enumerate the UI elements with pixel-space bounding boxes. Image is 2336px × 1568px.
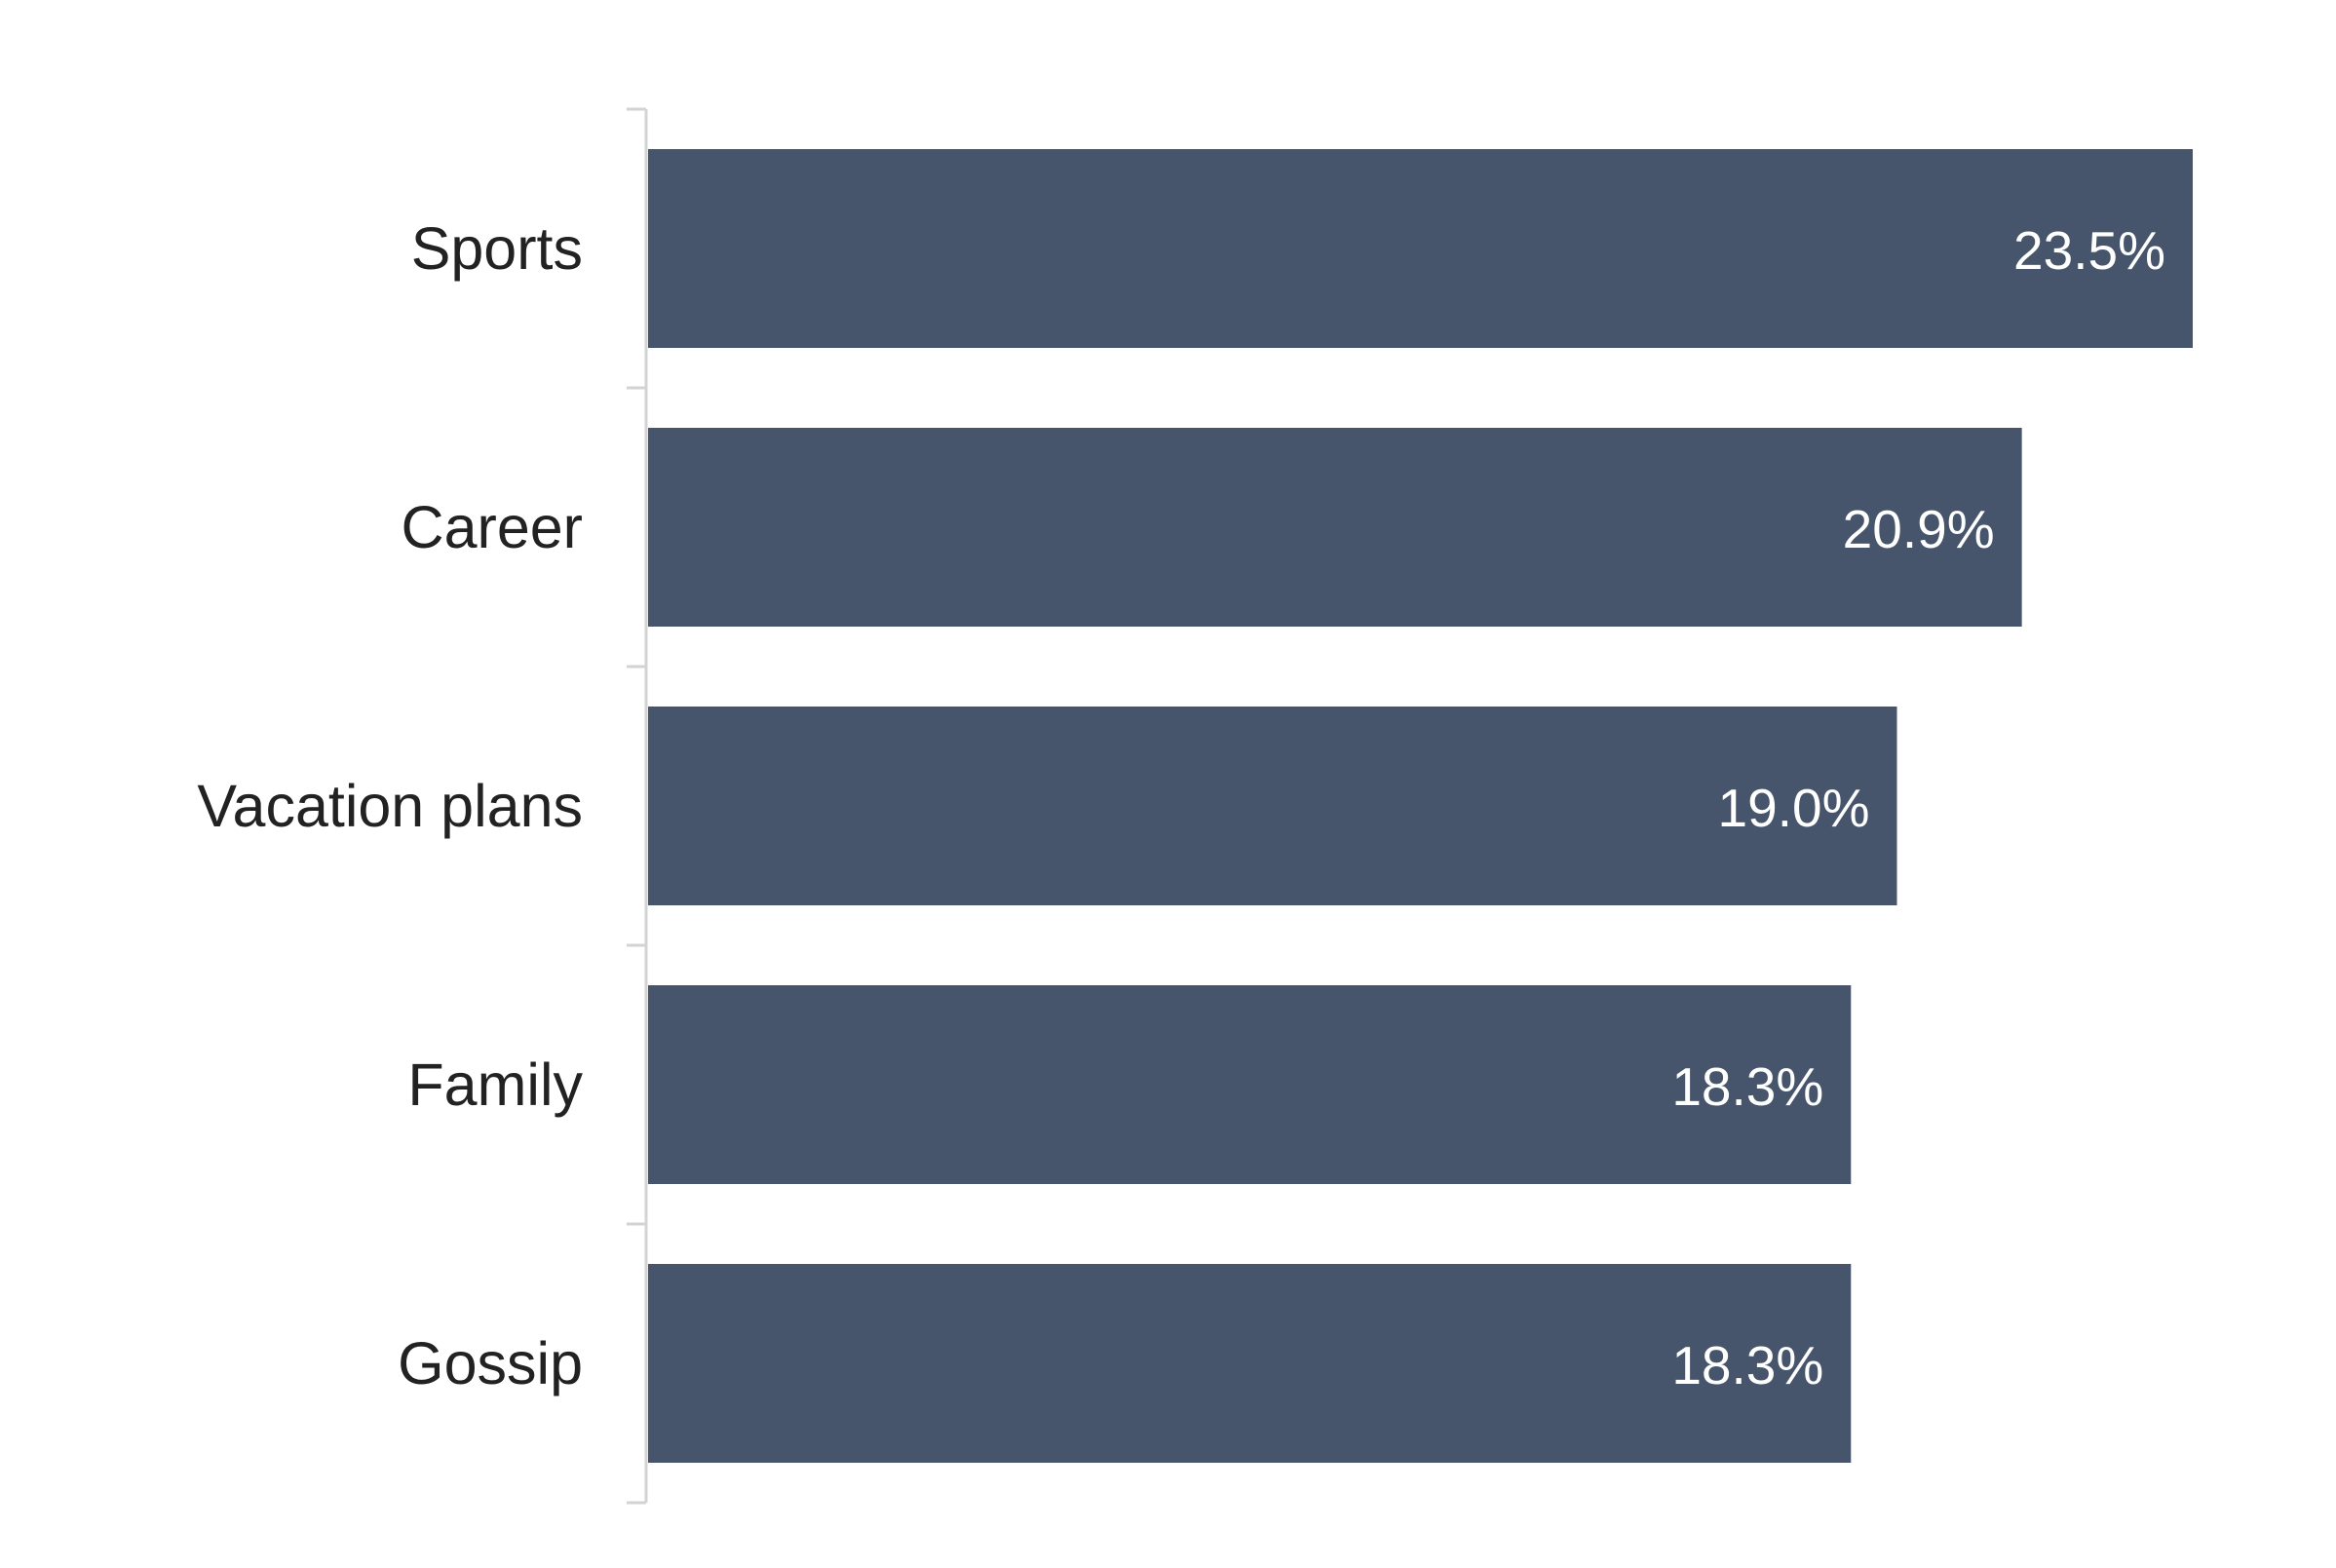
category-label: Gossip (398, 1330, 583, 1396)
data-label: 20.9% (1843, 499, 1995, 559)
category-label: Vacation plans (197, 773, 583, 839)
data-label: 18.3% (1671, 1335, 1823, 1396)
bar-family (648, 985, 1852, 1184)
category-label: Career (402, 494, 583, 560)
bar-sports (648, 149, 2193, 348)
category-axis (627, 107, 648, 1505)
bar-gossip (648, 1264, 1852, 1463)
category-label: Family (407, 1052, 583, 1118)
bar-vacation-plans (648, 707, 1897, 905)
bar-series (648, 149, 2193, 1463)
data-labels: 23.5% 20.9% 19.0% 18.3% 18.3% (1671, 220, 2165, 1396)
bar-career (648, 428, 2022, 627)
data-label: 18.3% (1671, 1056, 1823, 1117)
data-label: 19.0% (1718, 778, 1870, 838)
category-labels: Sports Career Vacation plans Family Gossip (197, 215, 583, 1396)
category-label: Sports (411, 215, 583, 282)
data-label: 23.5% (2013, 220, 2165, 281)
